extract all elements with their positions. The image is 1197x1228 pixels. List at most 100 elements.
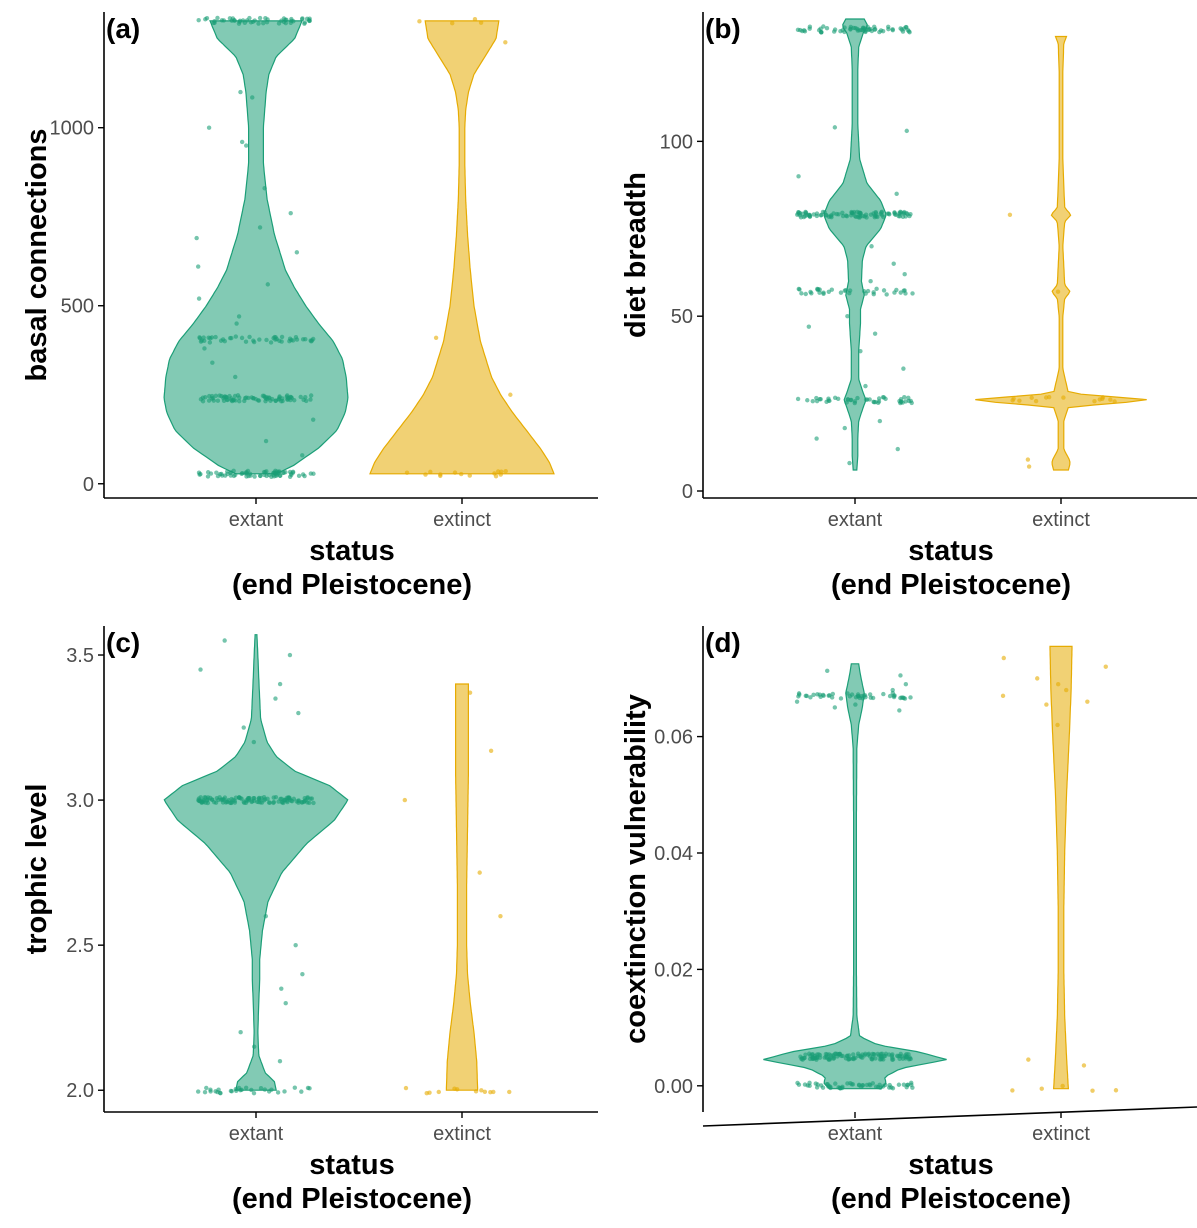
- x-tick-label: extant: [229, 509, 284, 531]
- data-point: [872, 214, 877, 220]
- data-point: [808, 695, 813, 700]
- data-point: [232, 393, 238, 399]
- data-point: [213, 800, 219, 805]
- data-point: [847, 290, 852, 296]
- data-point: [239, 139, 245, 145]
- data-point: [402, 797, 408, 803]
- data-point: [892, 212, 898, 217]
- y-tick-label: 3.0: [66, 790, 94, 812]
- data-point: [811, 212, 817, 217]
- data-point: [288, 397, 293, 403]
- data-point: [898, 290, 903, 295]
- data-point: [905, 1082, 910, 1088]
- data-point: [910, 291, 915, 296]
- data-point: [881, 395, 887, 400]
- data-point: [311, 471, 316, 476]
- data-point: [205, 474, 211, 479]
- data-point: [303, 798, 308, 803]
- data-point: [203, 17, 208, 22]
- data-point: [452, 470, 458, 475]
- data-point: [232, 798, 237, 804]
- data-point: [202, 795, 207, 800]
- data-point: [821, 291, 826, 297]
- x-axis-title-line2: (end Pleistocene): [232, 1183, 472, 1215]
- data-point: [234, 321, 239, 326]
- data-point: [298, 394, 303, 400]
- data-point: [277, 1059, 283, 1064]
- data-point: [244, 143, 249, 148]
- data-point: [845, 1081, 850, 1086]
- data-point: [300, 472, 306, 477]
- data-point: [294, 799, 299, 804]
- data-point: [285, 799, 290, 805]
- data-point: [257, 225, 263, 230]
- data-point: [283, 469, 288, 475]
- data-point: [847, 460, 852, 466]
- data-point: [225, 471, 230, 477]
- data-point: [203, 395, 208, 400]
- violin-extinct: [975, 35, 1147, 471]
- data-point: [832, 705, 838, 710]
- data-point: [251, 798, 257, 804]
- y-tick-label: 3.5: [66, 645, 94, 667]
- y-tick-label: 0.00: [654, 1076, 693, 1098]
- data-point: [1085, 699, 1090, 704]
- data-point: [215, 1089, 220, 1095]
- data-point: [910, 1085, 915, 1090]
- data-point: [833, 1081, 838, 1086]
- data-point: [810, 398, 815, 404]
- data-point: [1025, 457, 1031, 462]
- data-point: [1007, 212, 1013, 217]
- data-point: [287, 474, 293, 479]
- data-point: [257, 15, 263, 21]
- data-point: [863, 383, 868, 389]
- data-point: [808, 289, 813, 295]
- data-point: [898, 673, 903, 678]
- data-point: [279, 339, 284, 344]
- y-tick-label: 0: [83, 474, 94, 496]
- data-point: [196, 470, 202, 475]
- data-point: [214, 470, 219, 475]
- data-point: [1092, 398, 1097, 404]
- data-point: [229, 398, 234, 403]
- data-point: [803, 1052, 808, 1057]
- data-point: [822, 1055, 827, 1060]
- data-point: [869, 28, 875, 34]
- data-point: [309, 796, 315, 801]
- data-point: [266, 1089, 272, 1094]
- data-point: [838, 28, 843, 34]
- data-point: [845, 691, 850, 696]
- data-point: [870, 1051, 875, 1057]
- data-point: [240, 18, 246, 23]
- data-point: [872, 331, 878, 336]
- data-point: [259, 800, 265, 805]
- data-point: [269, 396, 275, 402]
- data-point: [801, 28, 807, 33]
- data-point: [901, 1082, 907, 1087]
- data-point: [799, 291, 804, 296]
- data-point: [263, 438, 269, 444]
- data-point: [796, 691, 802, 696]
- data-point: [482, 1089, 488, 1095]
- data-point: [225, 397, 230, 403]
- data-point: [199, 799, 204, 804]
- data-point: [258, 473, 263, 479]
- data-point: [220, 797, 225, 802]
- data-point: [282, 1089, 287, 1094]
- x-axis-line: [702, 1106, 1197, 1127]
- data-point: [450, 21, 455, 26]
- data-point: [821, 693, 826, 698]
- data-point: [498, 913, 503, 919]
- data-point: [895, 446, 900, 452]
- x-axis-title-line2: (end Pleistocene): [232, 569, 472, 601]
- data-point: [202, 338, 207, 343]
- data-point: [239, 796, 244, 801]
- data-point: [855, 395, 860, 401]
- data-point: [452, 1086, 457, 1091]
- data-point: [814, 436, 819, 441]
- data-point: [252, 474, 257, 479]
- data-point: [290, 338, 296, 343]
- data-point: [881, 288, 887, 293]
- y-tick-label: 0.02: [654, 959, 693, 981]
- data-point: [215, 15, 220, 21]
